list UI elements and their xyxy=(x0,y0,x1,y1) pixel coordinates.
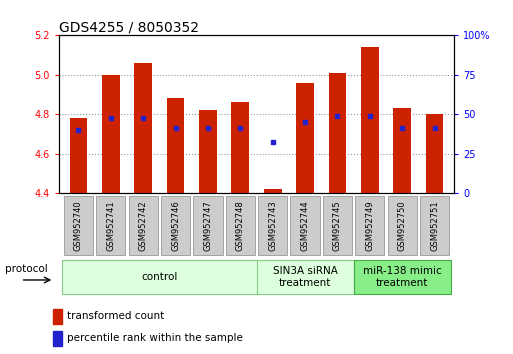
Bar xyxy=(264,189,282,193)
FancyBboxPatch shape xyxy=(129,196,158,256)
Text: GSM952743: GSM952743 xyxy=(268,200,277,251)
Text: miR-138 mimic
treatment: miR-138 mimic treatment xyxy=(363,266,442,288)
Text: GSM952744: GSM952744 xyxy=(301,200,309,251)
Text: transformed count: transformed count xyxy=(67,312,165,321)
FancyBboxPatch shape xyxy=(353,259,451,295)
FancyBboxPatch shape xyxy=(388,196,417,256)
Bar xyxy=(53,331,62,346)
Text: GSM952745: GSM952745 xyxy=(333,200,342,251)
Text: control: control xyxy=(141,272,177,282)
FancyBboxPatch shape xyxy=(258,196,287,256)
Text: GSM952747: GSM952747 xyxy=(204,200,212,251)
Text: GSM952740: GSM952740 xyxy=(74,200,83,251)
Bar xyxy=(167,98,185,193)
Bar xyxy=(199,110,217,193)
FancyBboxPatch shape xyxy=(256,259,353,295)
FancyBboxPatch shape xyxy=(226,196,255,256)
FancyBboxPatch shape xyxy=(193,196,223,256)
FancyBboxPatch shape xyxy=(62,259,256,295)
Text: GSM952742: GSM952742 xyxy=(139,200,148,251)
Bar xyxy=(361,47,379,193)
Bar xyxy=(231,102,249,193)
FancyBboxPatch shape xyxy=(356,196,384,256)
Bar xyxy=(134,63,152,193)
Text: GSM952746: GSM952746 xyxy=(171,200,180,251)
FancyBboxPatch shape xyxy=(96,196,125,256)
Text: GSM952750: GSM952750 xyxy=(398,200,407,251)
Text: GSM952748: GSM952748 xyxy=(236,200,245,251)
FancyBboxPatch shape xyxy=(290,196,320,256)
Text: GSM952751: GSM952751 xyxy=(430,200,439,251)
FancyBboxPatch shape xyxy=(64,196,93,256)
Text: GSM952749: GSM952749 xyxy=(365,200,374,251)
Bar xyxy=(102,75,120,193)
FancyBboxPatch shape xyxy=(161,196,190,256)
Bar xyxy=(426,114,443,193)
Bar xyxy=(393,108,411,193)
Text: GSM952741: GSM952741 xyxy=(106,200,115,251)
FancyBboxPatch shape xyxy=(323,196,352,256)
Bar xyxy=(70,118,87,193)
Text: percentile rank within the sample: percentile rank within the sample xyxy=(67,333,243,343)
Bar xyxy=(296,83,314,193)
FancyBboxPatch shape xyxy=(420,196,449,256)
Text: GDS4255 / 8050352: GDS4255 / 8050352 xyxy=(59,20,199,34)
Text: protocol: protocol xyxy=(5,264,48,274)
Bar xyxy=(53,309,62,324)
Text: SIN3A siRNA
treatment: SIN3A siRNA treatment xyxy=(272,266,338,288)
Bar xyxy=(328,73,346,193)
